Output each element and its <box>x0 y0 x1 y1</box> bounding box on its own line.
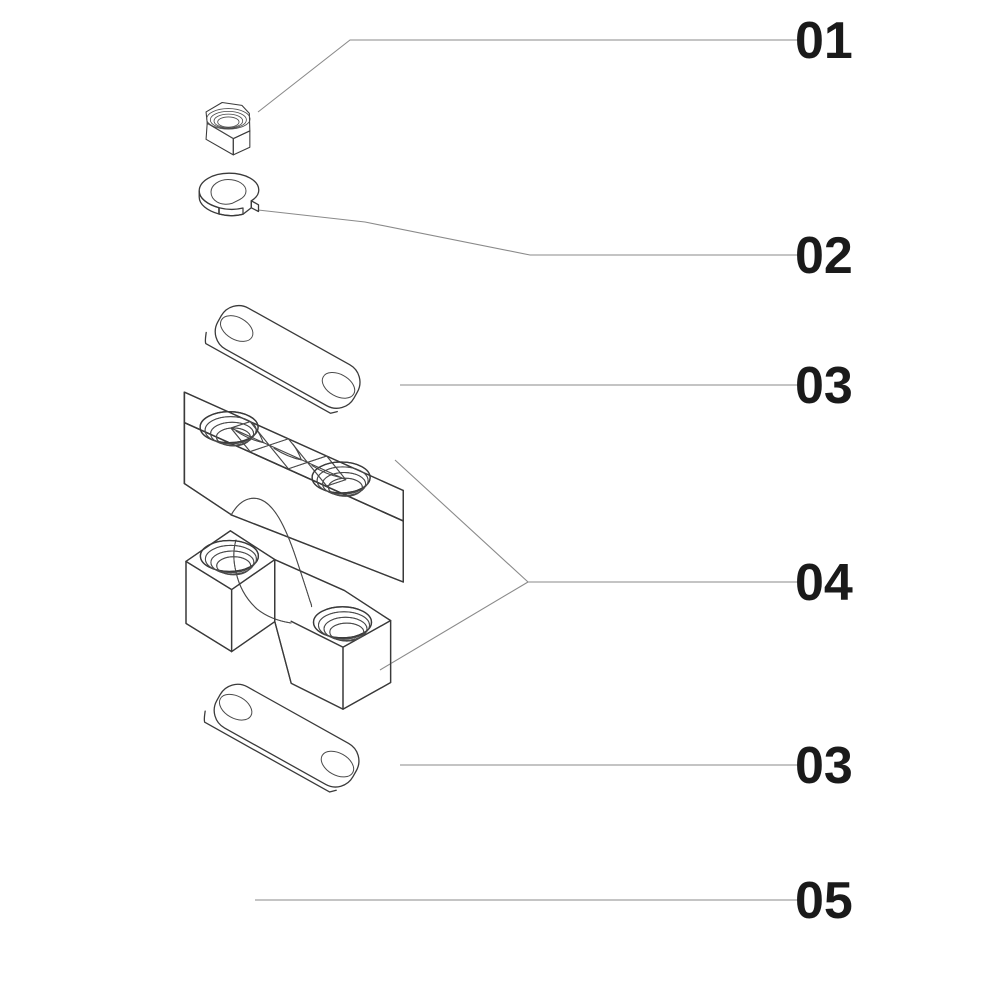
svg-text:05: 05 <box>795 872 853 930</box>
svg-text:01: 01 <box>795 12 853 70</box>
svg-text:03: 03 <box>795 737 853 795</box>
svg-text:03: 03 <box>795 357 853 415</box>
svg-text:04: 04 <box>795 554 853 612</box>
svg-text:02: 02 <box>795 227 853 285</box>
